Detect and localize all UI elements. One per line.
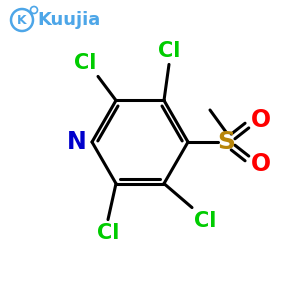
Text: S: S	[217, 130, 235, 154]
Text: Cl: Cl	[74, 53, 96, 74]
Text: O: O	[251, 152, 271, 176]
Text: O: O	[251, 108, 271, 132]
Text: K: K	[17, 14, 27, 26]
Text: Cl: Cl	[194, 211, 216, 231]
Text: Cl: Cl	[158, 41, 180, 62]
Text: Kuujia: Kuujia	[37, 11, 100, 29]
Text: N: N	[67, 130, 87, 154]
Text: Cl: Cl	[97, 223, 119, 243]
